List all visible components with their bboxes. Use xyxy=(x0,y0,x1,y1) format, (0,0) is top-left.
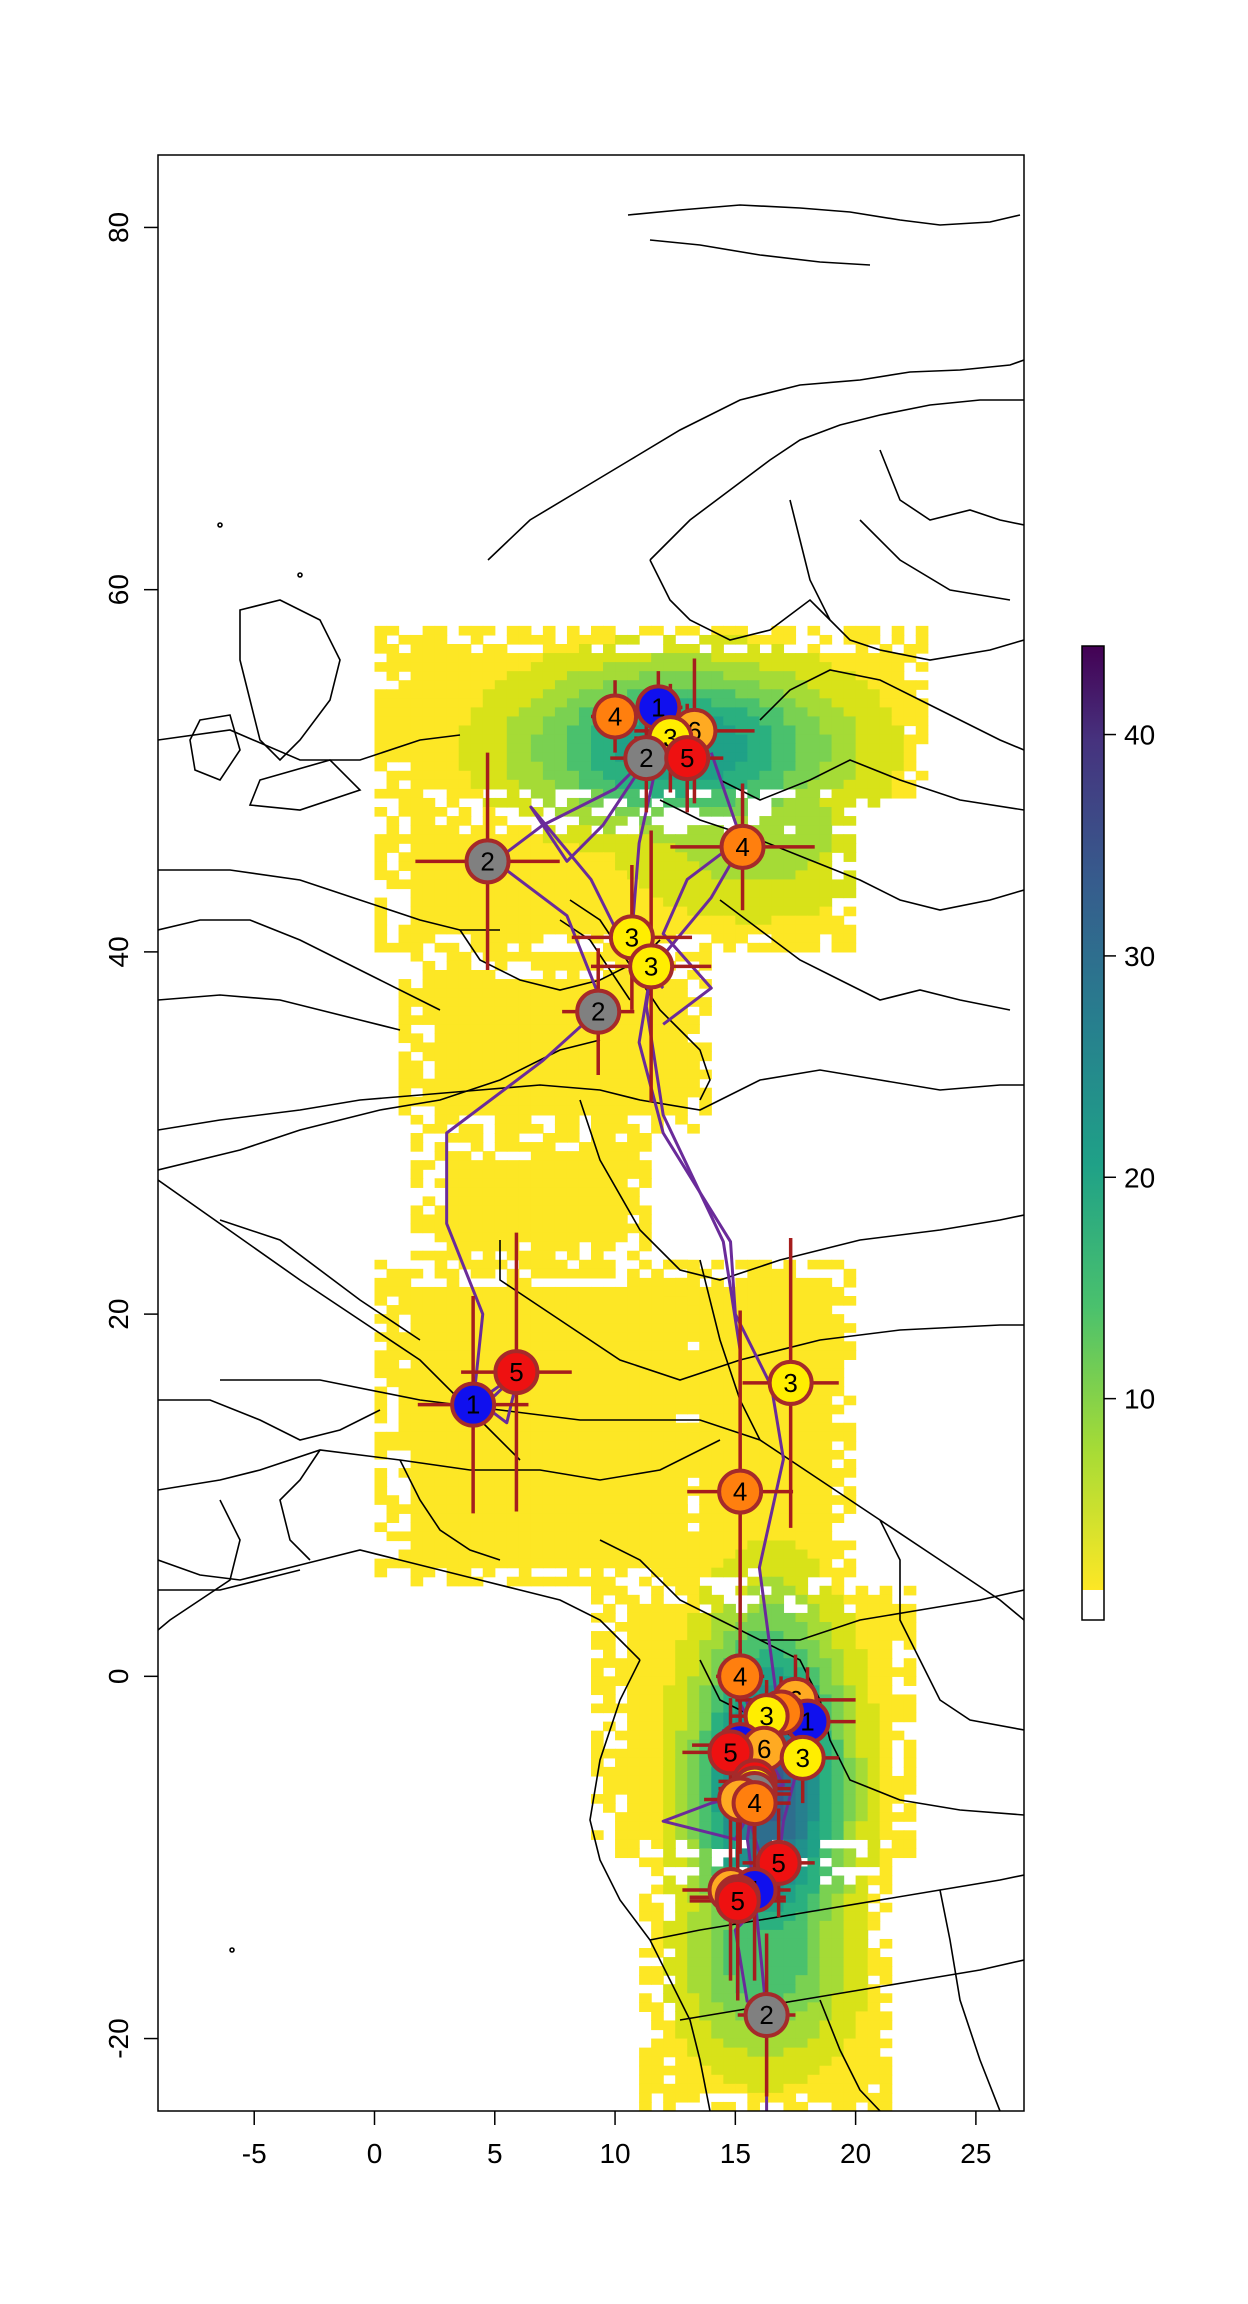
plot-area: 41632542332513446143165353264561252 xyxy=(158,204,1024,2111)
legend-tick-label: 40 xyxy=(1124,720,1155,751)
stopover-label: 4 xyxy=(735,832,749,862)
stopover-label: 6 xyxy=(757,1734,771,1764)
stopover-marker[interactable]: 4 xyxy=(717,1468,764,1515)
stopover-marker[interactable]: 4 xyxy=(717,1653,764,1700)
legend-tick-label: 20 xyxy=(1124,1162,1155,1193)
y-tick-label: 0 xyxy=(103,1669,134,1685)
stopover-label: 1 xyxy=(466,1390,480,1420)
stopover-marker[interactable]: 2 xyxy=(743,1992,790,2039)
stopover-marker[interactable]: 1 xyxy=(450,1381,497,1428)
x-tick-label: -5 xyxy=(242,2138,267,2169)
legend-tick-label: 30 xyxy=(1124,941,1155,972)
stopover-label: 4 xyxy=(733,1477,747,1507)
stopover-marker[interactable]: 3 xyxy=(767,1359,814,1406)
stopover-label: 2 xyxy=(591,997,605,1027)
stopover-label: 4 xyxy=(733,1661,747,1691)
stopover-markers: 41632542332513446143165353264561252 xyxy=(450,684,831,2039)
stopover-label: 5 xyxy=(680,743,694,773)
stopover-label: 5 xyxy=(771,1848,785,1878)
x-tick-label: 5 xyxy=(487,2138,503,2169)
stopover-marker[interactable]: 3 xyxy=(743,1693,790,1740)
x-axis: -5 0 5 10 15 20 25 xyxy=(242,2111,991,2169)
stopover-marker[interactable]: 5 xyxy=(714,1877,761,1924)
stopover-label: 3 xyxy=(644,951,658,981)
x-tick-label: 15 xyxy=(720,2138,751,2169)
stopover-label: 5 xyxy=(731,1886,745,1916)
x-tick-label: 25 xyxy=(960,2138,991,2169)
stopover-label: 4 xyxy=(608,701,622,731)
stopover-marker[interactable]: 4 xyxy=(731,1780,778,1827)
stopover-label: 3 xyxy=(783,1368,797,1398)
stopover-marker[interactable]: 3 xyxy=(628,943,675,990)
stopover-label: 2 xyxy=(480,846,494,876)
stopover-label: 2 xyxy=(759,2000,773,2030)
stopover-label: 1 xyxy=(651,692,665,722)
stopover-marker[interactable]: 2 xyxy=(623,735,670,782)
stopover-marker[interactable]: 4 xyxy=(719,823,766,870)
stopover-marker[interactable]: 4 xyxy=(592,693,639,740)
stopover-label: 5 xyxy=(723,1737,737,1767)
stopover-marker[interactable]: 5 xyxy=(664,735,711,782)
plot-frame xyxy=(157,154,1025,2112)
y-tick-label: 40 xyxy=(103,936,134,967)
stopover-label: 4 xyxy=(747,1788,761,1818)
stopover-label: 3 xyxy=(625,922,639,952)
color-legend: 10 20 30 40 xyxy=(1081,645,1155,1621)
stopover-label: 3 xyxy=(759,1701,773,1731)
y-axis: -20 0 20 40 60 80 xyxy=(103,212,158,2059)
stopover-marker[interactable]: 3 xyxy=(779,1734,826,1781)
y-tick-label: 80 xyxy=(103,212,134,243)
legend-frame xyxy=(1081,645,1105,1621)
x-tick-label: 10 xyxy=(599,2138,630,2169)
legend-low-bin xyxy=(1082,1590,1104,1620)
y-tick-label: -20 xyxy=(103,2018,134,2058)
legend-color-bar xyxy=(1082,646,1104,1590)
stopover-marker[interactable]: 2 xyxy=(464,838,511,885)
x-tick-label: 0 xyxy=(367,2138,383,2169)
y-tick-label: 60 xyxy=(103,574,134,605)
stopover-label: 5 xyxy=(509,1357,523,1387)
stopover-marker[interactable]: 2 xyxy=(575,988,622,1035)
legend-tick-label: 10 xyxy=(1124,1384,1155,1415)
stopover-marker[interactable]: 5 xyxy=(493,1349,540,1396)
stopover-label: 2 xyxy=(639,743,653,773)
stopover-label: 3 xyxy=(795,1743,809,1773)
y-tick-label: 20 xyxy=(103,1299,134,1330)
x-tick-label: 20 xyxy=(840,2138,871,2169)
